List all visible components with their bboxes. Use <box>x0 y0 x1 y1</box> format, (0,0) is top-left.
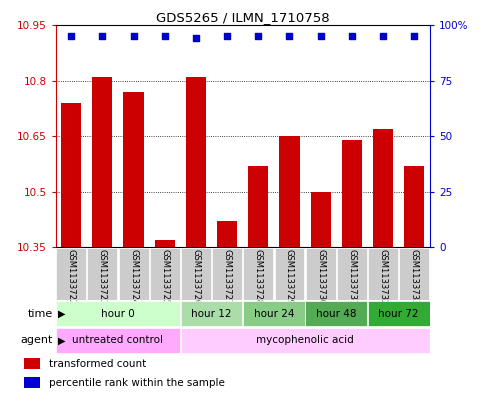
Bar <box>150 248 180 300</box>
Text: ▶: ▶ <box>58 335 66 345</box>
Bar <box>155 240 175 247</box>
Point <box>317 33 325 39</box>
Bar <box>404 166 425 247</box>
Bar <box>87 248 117 300</box>
Text: untreated control: untreated control <box>72 335 163 345</box>
Bar <box>56 248 86 300</box>
Bar <box>24 377 40 388</box>
Bar <box>368 301 429 326</box>
Point <box>379 33 387 39</box>
Text: hour 72: hour 72 <box>378 309 419 319</box>
Bar <box>61 103 81 247</box>
Text: GSM1133726: GSM1133726 <box>191 249 200 305</box>
Text: GSM1133727: GSM1133727 <box>223 249 232 305</box>
Bar <box>56 328 180 353</box>
Title: GDS5265 / ILMN_1710758: GDS5265 / ILMN_1710758 <box>156 11 329 24</box>
Bar <box>181 328 429 353</box>
Point <box>161 33 169 39</box>
Text: GSM1133724: GSM1133724 <box>129 249 138 305</box>
Text: percentile rank within the sample: percentile rank within the sample <box>49 378 225 388</box>
Text: GSM1133722: GSM1133722 <box>67 249 76 305</box>
Bar <box>279 136 299 247</box>
Bar <box>118 248 148 300</box>
Text: GSM1133728: GSM1133728 <box>254 249 263 305</box>
Text: GSM1133732: GSM1133732 <box>379 249 387 305</box>
Text: GSM1133723: GSM1133723 <box>98 249 107 305</box>
Bar <box>181 301 242 326</box>
Point <box>99 33 106 39</box>
Text: GSM1133725: GSM1133725 <box>160 249 169 305</box>
Bar <box>56 301 180 326</box>
Bar <box>212 248 242 300</box>
Bar <box>274 248 304 300</box>
Bar <box>186 77 206 247</box>
Bar <box>373 129 393 247</box>
Text: ▶: ▶ <box>58 309 66 319</box>
Bar <box>399 248 429 300</box>
Bar <box>311 192 331 247</box>
Bar <box>342 140 362 247</box>
Text: GSM1133730: GSM1133730 <box>316 249 325 305</box>
Text: hour 0: hour 0 <box>101 309 135 319</box>
Text: agent: agent <box>21 335 53 345</box>
Text: GSM1133729: GSM1133729 <box>285 249 294 305</box>
Bar <box>243 301 305 326</box>
Bar <box>337 248 367 300</box>
Bar <box>217 221 237 247</box>
Bar <box>123 92 143 247</box>
Point <box>255 33 262 39</box>
Point <box>223 33 231 39</box>
Text: hour 48: hour 48 <box>316 309 356 319</box>
Text: GSM1133731: GSM1133731 <box>347 249 356 305</box>
Text: transformed count: transformed count <box>49 359 146 369</box>
Point <box>285 33 293 39</box>
Point <box>67 33 75 39</box>
Bar <box>305 301 367 326</box>
Point <box>129 33 137 39</box>
Text: time: time <box>28 309 53 319</box>
Point <box>411 33 418 39</box>
Text: hour 12: hour 12 <box>191 309 232 319</box>
Bar <box>181 248 211 300</box>
Bar <box>248 166 269 247</box>
Text: hour 24: hour 24 <box>254 309 294 319</box>
Text: GSM1133733: GSM1133733 <box>410 249 419 305</box>
Bar <box>24 358 40 369</box>
Bar <box>306 248 336 300</box>
Bar <box>92 77 113 247</box>
Bar <box>368 248 398 300</box>
Text: mycophenolic acid: mycophenolic acid <box>256 335 354 345</box>
Point <box>192 35 200 42</box>
Point <box>348 33 356 39</box>
Bar <box>243 248 273 300</box>
